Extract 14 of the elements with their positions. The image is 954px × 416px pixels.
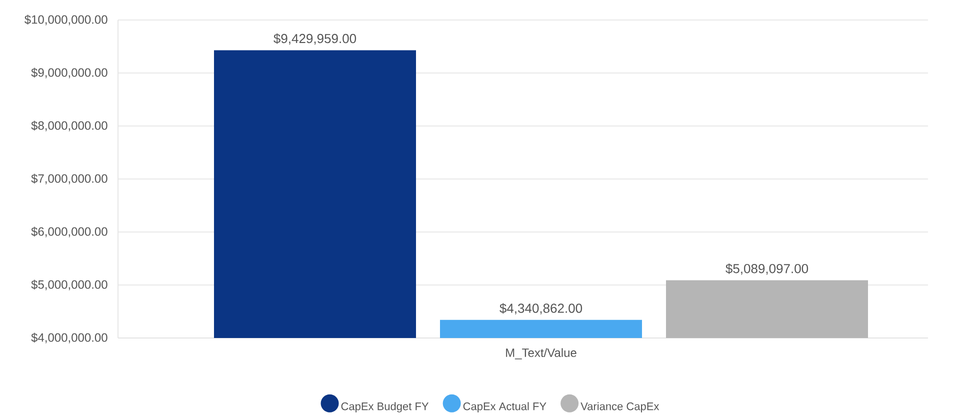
legend-label: CapEx Budget FY bbox=[341, 402, 429, 412]
data-label: $4,340,862.00 bbox=[500, 303, 582, 314]
y-tick-label: $9,000,000.00 bbox=[31, 68, 108, 78]
legend-label: CapEx Actual FY bbox=[463, 402, 546, 412]
y-tick-label: $4,000,000.00 bbox=[31, 332, 108, 344]
data-label: $9,429,959.00 bbox=[274, 33, 356, 45]
x-tick-label: M_Text/Value bbox=[506, 348, 576, 360]
data-label: $5,089,097.00 bbox=[726, 263, 808, 275]
y-tick-label: $8,000,000.00 bbox=[31, 120, 108, 132]
y-tick-label: $7,000,000.00 bbox=[31, 174, 108, 184]
y-tick-label: $5,000,000.00 bbox=[31, 280, 108, 290]
legend-label: Variance CapEx bbox=[580, 402, 660, 412]
y-tick-label: $10,000,000.00 bbox=[24, 14, 108, 26]
y-tick-label: $6,000,000.00 bbox=[31, 226, 108, 238]
